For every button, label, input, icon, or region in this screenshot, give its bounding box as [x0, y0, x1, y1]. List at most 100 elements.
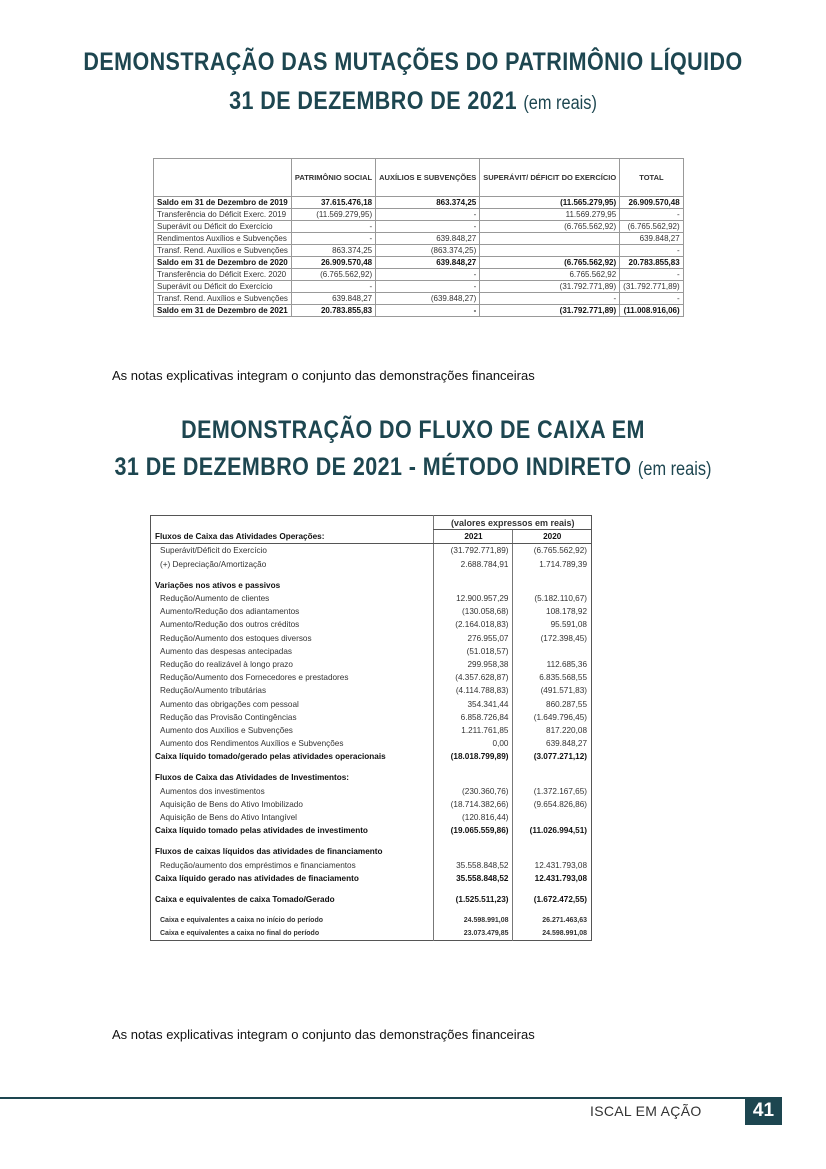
row-label: Saldo em 31 de Dezembro de 2019 [153, 196, 292, 209]
row-label: Caixa e equivalentes a caixa no início d… [160, 917, 323, 925]
row-label: Aumento/Redução dos adiantamentos [160, 607, 300, 617]
value-cell: 24.598.991,08 [512, 927, 592, 941]
value-cell: 26.909.570,48 [290, 256, 377, 269]
value-cell: 639.848,27 [619, 232, 684, 245]
row-label: Redução/Aumento tributárias [160, 686, 267, 696]
spacer-row [151, 570, 592, 579]
row: Caixa e equivalentes a caixa no início d… [151, 914, 592, 928]
section-title: Variações nos ativos e passivos [155, 580, 281, 590]
row: Caixa e equivalentes a caixa no final do… [151, 927, 592, 941]
section-title-row: Fluxos de Caixa das Atividades Operações… [150, 529, 592, 545]
cell [151, 906, 434, 914]
value-cell: (11.026.994,51) [512, 824, 592, 838]
unit: (em reais) [523, 93, 597, 114]
row: Redução das Provisão Contingências 6.858.… [151, 710, 592, 724]
cell [151, 885, 434, 893]
cell [151, 763, 434, 771]
value-cell: 26.909.570,48 [619, 196, 684, 209]
row: Redução/Aumento dos Fornecedores e prest… [151, 671, 592, 685]
row: Saldo em 31 de Dezembro de 2021 20.783.85… [153, 304, 684, 317]
row: Aumento das despesas antecipadas (51.018,… [151, 644, 592, 658]
value-cell: (9.654.826,86) [512, 797, 592, 811]
value-cell: - [375, 304, 481, 317]
value-cell [479, 244, 621, 257]
column-header: SUPERÁVIT/ DÉFICIT DO EXERCÍCIO [479, 158, 621, 197]
value-cell: (4.357.628,87) [433, 671, 513, 685]
value-cell: (2.164.018,83) [433, 618, 513, 632]
cell [512, 570, 592, 579]
value-cell: 639.848,27 [512, 737, 592, 751]
row-label: Saldo em 31 de Dezembro de 2021 [153, 304, 292, 317]
column-header: TOTAL [619, 158, 684, 197]
value-cell: 24.598.991,08 [433, 914, 513, 928]
value-cell [512, 810, 592, 825]
equity-table: PATRIMÔNIO SOCIAL AUXÍLIOS E SUBVENÇÕES SU… [153, 158, 684, 317]
value-cell: (130.058,68) [433, 605, 513, 619]
value-cell: (6.765.562,92) [479, 256, 621, 269]
row: Saldo em 31 de Dezembro de 2020 26.909.57… [153, 256, 684, 269]
value-cell: 863.374,25 [290, 244, 377, 257]
cell [433, 570, 513, 579]
value-cell: 860.287,55 [512, 697, 592, 711]
value-cell: 1.714.789,39 [512, 557, 592, 571]
value-cell: 35.558.848,52 [433, 858, 513, 872]
value-cell: - [619, 292, 684, 305]
value-cell: 20.783.855,83 [290, 304, 377, 317]
row-label: Transferência do Déficit Exerc. 2019 [153, 208, 292, 221]
note: As notas explicativas integram o conjunt… [112, 368, 535, 383]
row: Transferência do Déficit Exerc. 2020 (6.7… [153, 268, 684, 281]
value-cell: (6.765.562,92) [619, 220, 684, 233]
row: Aumento dos Auxílios e Subvenções 1.211.7… [151, 723, 592, 737]
header-row: PATRIMÔNIO SOCIAL AUXÍLIOS E SUBVENÇÕES SU… [153, 158, 684, 197]
caption: (valores expressos em reais) [433, 515, 592, 531]
value-cell: - [375, 268, 481, 281]
value-cell: 6.835.568,55 [512, 671, 592, 685]
section-title-row: Fluxos de Caixa das Atividades de Invest… [151, 771, 592, 785]
value-cell: 12.431.793,08 [512, 858, 592, 872]
row: (+) Depreciação/Amortização 2.688.784,91 1… [151, 557, 592, 571]
row: Superávit/Déficit do Exercício (31.792.77… [151, 543, 592, 558]
value-cell: 95.591,08 [512, 618, 592, 632]
year-header: 2020 [512, 529, 592, 545]
row: Redução/Aumento dos estoques diversos 276… [151, 631, 592, 645]
page-number: 41 [745, 1097, 782, 1125]
row: Aumento dos Rendimentos Auxílios e Subve… [151, 737, 592, 751]
row: Transferência do Déficit Exerc. 2019 (11.… [153, 208, 684, 221]
subtitle-text: 31 DE DEZEMBRO DE 2021 [229, 87, 517, 115]
value-cell: 108.178,92 [512, 605, 592, 619]
value-cell: 863.374,25 [375, 196, 481, 209]
row-label: Rendimentos Auxílios e Subvenções [153, 232, 292, 245]
cell [512, 763, 592, 772]
value-cell: (4.114.788,83) [433, 684, 513, 698]
value-cell: - [619, 208, 684, 221]
section-title-row: Variações nos ativos e passivos [151, 578, 592, 592]
value-cell: 6.858.726,84 [433, 710, 513, 724]
spacer-row [151, 906, 592, 915]
value-cell: (31.792.771,89) [479, 280, 621, 293]
row-label: Transf. Rend. Auxílios e Subvenções [153, 244, 292, 257]
value-cell: (3.077.271,12) [512, 750, 592, 764]
value-cell: (19.065.559,86) [433, 824, 513, 838]
row: Redução/Aumento de clientes 12.900.957,29… [151, 591, 592, 606]
row: Aumento das obrigações com pessoal 354.34… [151, 697, 592, 711]
value-cell: 37.615.476,18 [290, 196, 377, 209]
cell [512, 884, 592, 893]
subtitle: 31 DE DEZEMBRO DE 2021 - MÉTODO INDIRETO… [58, 453, 768, 482]
value-cell: - [375, 220, 481, 233]
row: Aumento/Redução dos outros créditos (2.16… [151, 618, 592, 632]
spacer-row [151, 763, 592, 772]
total-row: Caixa líquido gerado nas atividades de f… [151, 871, 592, 885]
row-label: Aumento dos Auxílios e Subvenções [160, 725, 293, 735]
column-header: AUXÍLIOS E SUBVENÇÕES [375, 158, 481, 197]
row-label: Redução/aumento dos empréstimos e financ… [160, 860, 356, 870]
section-title-row: Fluxos de caixas líquidos das atividades… [151, 845, 592, 859]
row-label: Redução/Aumento dos Fornecedores e prest… [160, 673, 349, 683]
row-label: Aumentos dos investimentos [160, 786, 265, 796]
section-title: Fluxos de Caixa das Atividades de Invest… [155, 773, 349, 783]
section-title: Fluxos de Caixa das Atividades Operações… [150, 529, 434, 545]
row-label: Aquisição de Bens do Ativo Imobilizado [160, 799, 303, 809]
spacer-row [151, 837, 592, 846]
cell [151, 571, 434, 579]
value-cell: - [290, 220, 377, 233]
